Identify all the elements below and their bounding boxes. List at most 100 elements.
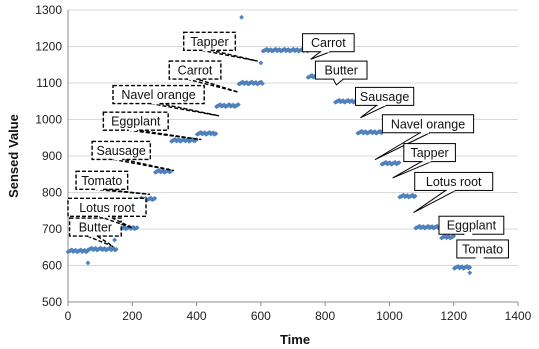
x-tick-label: 1400 <box>505 309 532 323</box>
data-point <box>372 129 378 135</box>
callout-carrot: Carrot <box>168 60 239 93</box>
data-point <box>363 129 369 135</box>
y-axis-title: Sensed Value <box>6 114 21 198</box>
data-point <box>82 247 88 253</box>
callout-lotus-root: Lotus root <box>67 197 147 229</box>
callout-label: Butter <box>325 64 358 78</box>
callout-label: Navel orange <box>391 117 465 131</box>
data-point <box>264 46 270 52</box>
data-point <box>160 168 166 174</box>
callout-pointer <box>87 235 114 248</box>
callout-pointer <box>127 129 202 141</box>
callout-box <box>68 217 122 237</box>
y-tick-label: 600 <box>42 259 62 273</box>
x-axis-title: Time <box>280 332 310 347</box>
callout-pointer <box>413 189 456 214</box>
data-point <box>377 128 383 134</box>
data-point <box>258 79 264 85</box>
tick-labels: 500 600 700 800 900 1000 1100 1200 1300 0 200 400 60… <box>35 3 531 323</box>
callout-label: Tapper <box>190 35 228 49</box>
x-tick-label: 1200 <box>440 309 467 323</box>
callout-tapper: Tapper <box>392 143 456 179</box>
data-point <box>467 264 473 270</box>
data-point <box>107 245 113 251</box>
y-tick-label: 700 <box>42 222 62 236</box>
data-point <box>239 14 244 20</box>
data-point <box>73 247 79 253</box>
callout-butter: Butter <box>314 60 368 86</box>
data-point <box>89 245 95 251</box>
data-point <box>396 160 402 166</box>
callout-label: Tapper <box>410 146 448 160</box>
y-tick-label: 1000 <box>35 113 62 127</box>
callout-pointer <box>310 51 331 60</box>
data-point <box>412 193 418 199</box>
callout-sausage: Sausage <box>355 86 415 119</box>
callout-label: Carrot <box>311 36 346 50</box>
data-point <box>152 196 158 201</box>
callout-label: Tomato <box>462 242 503 256</box>
callout-tapper: Tapper <box>183 31 258 62</box>
callout-tomato: Tomato <box>75 170 151 196</box>
callout-box <box>183 31 237 51</box>
callout-label: Sausage <box>97 144 146 158</box>
data-point <box>176 137 182 143</box>
data-point <box>172 136 178 142</box>
data-point <box>345 97 351 103</box>
data-point <box>244 79 250 85</box>
x-tick-label: 600 <box>251 309 271 323</box>
x-tick-label: 800 <box>315 309 335 323</box>
data-point <box>258 60 264 66</box>
x-tick-label: 0 <box>65 309 72 323</box>
y-tick-label: 500 <box>42 295 62 309</box>
data-point <box>368 128 374 134</box>
data-point <box>168 168 174 174</box>
callout-carrot: Carrot <box>302 33 355 60</box>
data-point <box>405 193 410 198</box>
data-point <box>134 225 140 230</box>
callout-butter: Butter <box>68 217 122 248</box>
callout-sausage: Sausage <box>91 140 175 172</box>
data-point <box>210 130 216 136</box>
data-point <box>113 247 119 252</box>
data-point <box>202 130 208 136</box>
data-point <box>260 81 265 87</box>
data-point <box>112 237 118 243</box>
callout-label: Butter <box>79 221 112 235</box>
callout-pointer <box>113 158 175 172</box>
data-point <box>85 260 91 266</box>
data-point <box>336 97 342 103</box>
callout-navel-orange: Navel orange <box>374 114 475 161</box>
data-point <box>359 128 365 134</box>
data-point <box>78 247 84 253</box>
data-point <box>221 102 227 108</box>
x-tick-label: 400 <box>187 309 207 323</box>
callout-pointer <box>186 78 239 93</box>
data-point <box>434 223 440 229</box>
data-point <box>442 233 448 239</box>
x-tick-label: 1000 <box>376 309 403 323</box>
data-point <box>451 233 457 239</box>
data-point <box>282 46 288 52</box>
data-point <box>98 245 104 251</box>
y-tick-label: 1100 <box>36 76 62 90</box>
callout-eggplant: Eggplant <box>438 215 505 236</box>
callout-label: Sausage <box>360 90 409 104</box>
data-point <box>383 159 389 165</box>
callout-label: Navel orange <box>121 88 195 102</box>
data-point <box>122 224 127 230</box>
data-point <box>156 167 162 173</box>
y-tick-label: 900 <box>42 149 62 163</box>
callout-label: Lotus root <box>426 175 482 189</box>
callout-label: Eggplant <box>447 219 497 233</box>
callout-pointer <box>201 49 258 62</box>
callout-label: Carrot <box>178 64 213 78</box>
callout-eggplant: Eggplant <box>102 111 202 141</box>
data-point <box>235 102 241 108</box>
callout-box <box>75 170 129 191</box>
data-point <box>213 131 219 137</box>
data-point <box>69 247 75 253</box>
x-tick-label: 200 <box>122 309 142 323</box>
